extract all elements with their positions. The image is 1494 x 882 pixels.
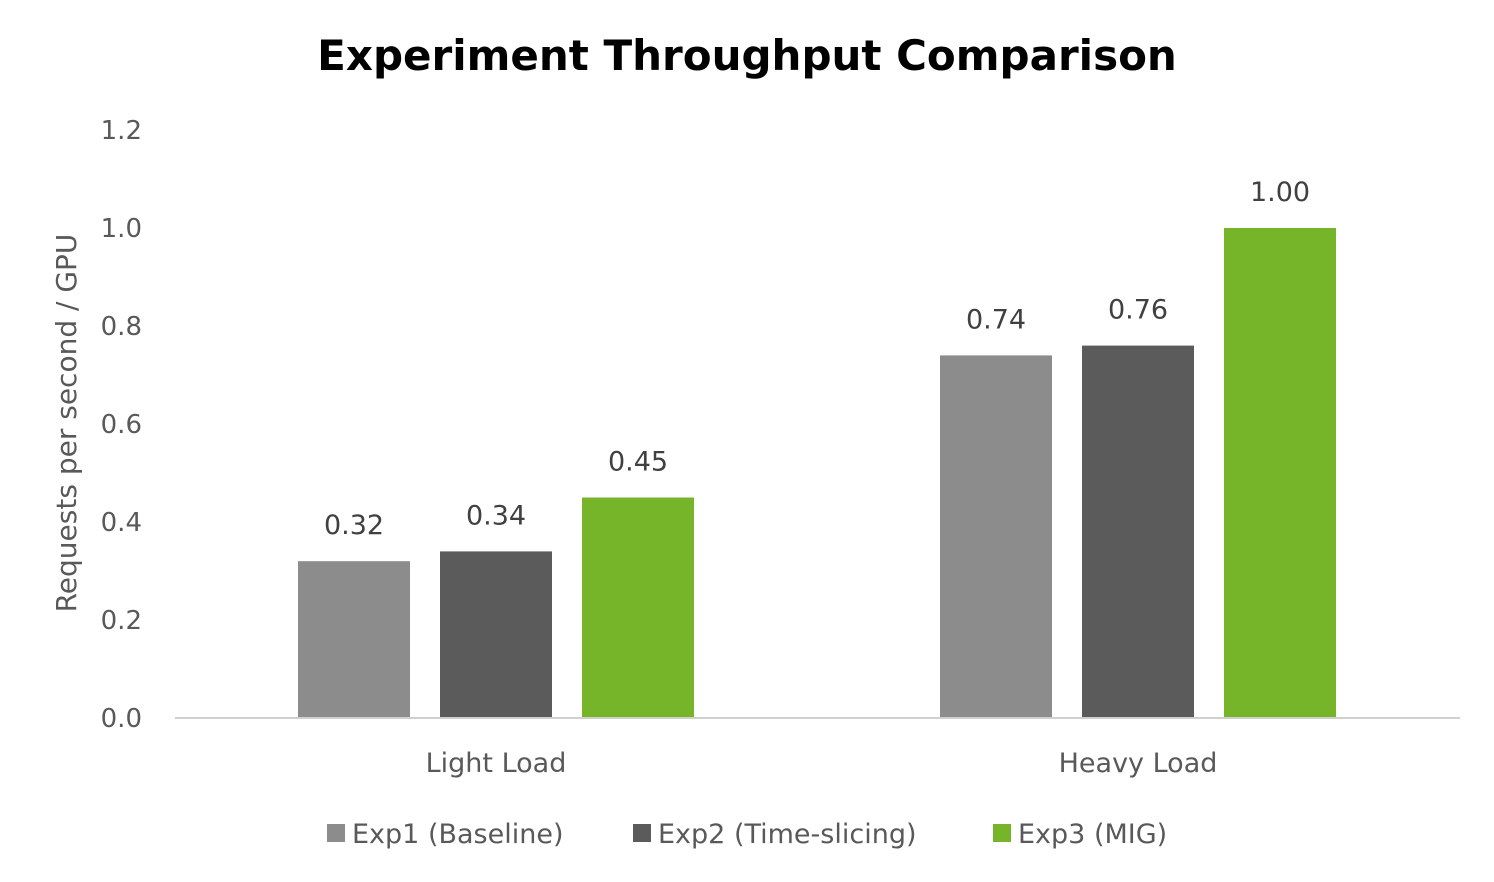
legend: Exp1 (Baseline) Exp2 (Time-slicing) Exp3 (…	[327, 819, 1167, 850]
y-tick-label: 0.4	[101, 508, 142, 538]
legend-swatch	[327, 824, 345, 842]
legend-label: Exp3 (MIG)	[1018, 819, 1167, 850]
y-tick-label: 1.0	[101, 214, 142, 244]
data-label: 0.74	[966, 304, 1026, 335]
data-label: 1.00	[1250, 177, 1310, 208]
bar	[440, 551, 552, 718]
bar	[582, 497, 694, 718]
x-category-label: Heavy Load	[1059, 748, 1218, 779]
y-tick-label: 1.2	[101, 116, 142, 146]
legend-label: Exp1 (Baseline)	[352, 819, 563, 850]
data-label: 0.34	[466, 500, 526, 531]
y-tick-label: 0.6	[101, 410, 142, 440]
bar	[940, 355, 1052, 718]
y-tick-label: 0.8	[101, 312, 142, 342]
bar	[1224, 228, 1336, 718]
data-label: 0.76	[1108, 295, 1168, 326]
x-category-label: Light Load	[426, 748, 567, 779]
legend-label: Exp2 (Time-slicing)	[658, 819, 917, 850]
data-label: 0.32	[324, 510, 384, 541]
bars: 0.32 0.34 0.45 0.74 0.76 1.00	[298, 177, 1336, 718]
x-axis-categories: Light Load Heavy Load	[426, 748, 1218, 779]
y-axis-ticks: 0.0 0.2 0.4 0.6 0.8 1.0 1.2	[101, 116, 142, 734]
legend-swatch	[993, 824, 1011, 842]
data-label: 0.45	[608, 447, 668, 478]
y-axis-label: Requests per second / GPU	[50, 234, 83, 613]
bar	[298, 561, 410, 718]
legend-swatch	[633, 824, 651, 842]
y-tick-label: 0.0	[101, 704, 142, 734]
y-tick-label: 0.2	[101, 606, 142, 636]
bar	[1082, 345, 1194, 718]
chart-title: Experiment Throughput Comparison	[317, 31, 1177, 80]
